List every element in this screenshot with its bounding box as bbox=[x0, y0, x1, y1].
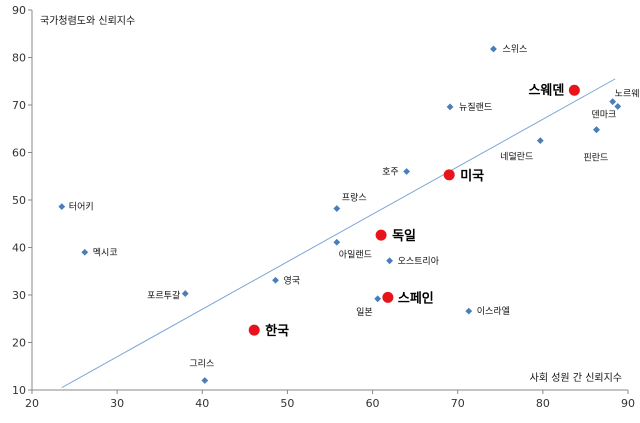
y-tick-label: 30 bbox=[12, 289, 26, 302]
data-point bbox=[181, 290, 189, 297]
point-label: 아일랜드 bbox=[339, 249, 372, 260]
x-tick-label: 20 bbox=[25, 397, 39, 410]
point-label: 그리스 bbox=[189, 359, 214, 370]
trend-line bbox=[61, 78, 616, 389]
point-label: 호주 bbox=[382, 167, 399, 178]
highlight-point bbox=[248, 324, 260, 336]
point-label: 스위스 bbox=[502, 44, 527, 55]
highlight-label: 한국 bbox=[265, 323, 289, 339]
data-point bbox=[465, 307, 473, 315]
point-label: 일본 bbox=[356, 307, 373, 318]
point-label: 오스트리아 bbox=[398, 256, 440, 267]
x-tick-label: 30 bbox=[110, 397, 124, 410]
data-point bbox=[614, 103, 622, 110]
data-point bbox=[201, 377, 209, 384]
x-tick-label: 90 bbox=[621, 397, 635, 410]
highlight-label: 미국 bbox=[460, 168, 484, 184]
highlight-point bbox=[375, 229, 387, 241]
point-label: 덴마크 bbox=[591, 110, 616, 121]
x-tick-label: 40 bbox=[195, 397, 209, 410]
x-tick-label: 80 bbox=[536, 397, 550, 410]
y-tick-label: 60 bbox=[12, 147, 26, 160]
y-tick-label: 80 bbox=[12, 52, 26, 65]
point-label: 핀란드 bbox=[583, 152, 608, 164]
y-tick-label: 10 bbox=[12, 384, 26, 397]
data-point bbox=[446, 103, 454, 111]
data-point bbox=[374, 295, 382, 303]
highlight-label: 스웨덴 bbox=[528, 82, 564, 98]
data-point bbox=[593, 126, 600, 134]
point-label: 터어키 bbox=[69, 202, 94, 213]
data-point bbox=[81, 248, 89, 256]
data-point bbox=[58, 203, 66, 211]
point-label: 이스라엘 bbox=[477, 306, 510, 317]
highlight-point bbox=[382, 291, 394, 303]
point-label: 네덜란드 bbox=[500, 151, 533, 163]
y-tick-label: 40 bbox=[12, 242, 26, 255]
data-point bbox=[333, 238, 341, 246]
x-axis-title: 사회 성원 간 신뢰지수 bbox=[530, 372, 622, 384]
y-tick-label: 70 bbox=[12, 99, 26, 112]
data-point bbox=[386, 257, 393, 265]
highlight-label: 스페인 bbox=[398, 290, 434, 306]
data-point bbox=[333, 205, 341, 212]
data-point bbox=[403, 168, 411, 175]
highlight-label: 독일 bbox=[392, 229, 416, 244]
point-label: 멕시코 bbox=[93, 247, 118, 258]
y-tick-label: 50 bbox=[12, 194, 26, 207]
point-label: 포르투갈 bbox=[147, 291, 180, 302]
x-tick-label: 50 bbox=[280, 397, 294, 410]
y-tick-label: 90 bbox=[12, 4, 26, 17]
data-point bbox=[272, 276, 279, 284]
data-point bbox=[490, 45, 497, 53]
x-tick-label: 60 bbox=[366, 397, 380, 410]
data-point bbox=[609, 98, 617, 106]
point-label: 노르웨이 bbox=[615, 88, 640, 100]
point-label: 영국 bbox=[284, 275, 301, 286]
point-label: 뉴질랜드 bbox=[459, 101, 492, 113]
highlight-point bbox=[443, 169, 455, 181]
highlight-point bbox=[568, 84, 580, 96]
x-tick-label: 70 bbox=[451, 397, 465, 410]
y-tick-label: 20 bbox=[12, 337, 26, 350]
chart-title: 국가청렴도와 신뢰지수 bbox=[40, 14, 135, 27]
point-label: 프랑스 bbox=[342, 192, 367, 204]
data-point bbox=[536, 137, 544, 145]
